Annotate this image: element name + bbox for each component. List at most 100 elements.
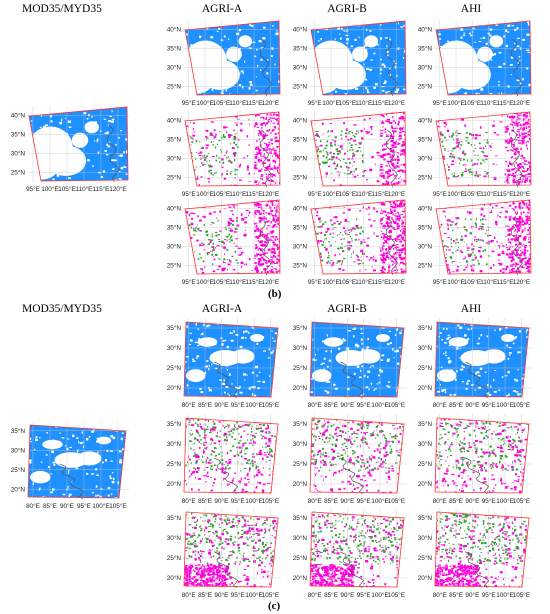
lon-tick-label: 95°E [433, 99, 447, 107]
lat-tick-label: 35°N [167, 324, 182, 332]
lat-tick-label: 25°N [418, 554, 433, 562]
lon-tick-label: 85°E [449, 497, 463, 505]
lon-tick-label: 105°E [388, 591, 405, 599]
lat-tick-label: 30°N [293, 155, 308, 163]
lon-tick-label: 115°E [246, 99, 263, 107]
part-c-agri-b-diff-1: 20°N 25°N 30°N 35°N 80°E 85°E 90°E 95°E 100°E 105… [286, 411, 410, 505]
lon-tick-label: 90°E [340, 497, 354, 505]
lon-tick-label: 120°E [262, 190, 279, 198]
lon-tick-label: 105°E [339, 99, 356, 107]
lon-tick-label: 95°E [357, 591, 371, 599]
lon-tick-label: 90°E [465, 401, 479, 409]
lon-tick-label: 100°E [41, 185, 58, 193]
lon-tick-label: 100°E [496, 497, 513, 505]
lat-tick-label: 25°N [293, 460, 308, 468]
lon-tick-label: 100°E [496, 401, 513, 409]
lon-tick-label: 120°E [513, 190, 530, 198]
part-c-reference-header: MOD35/MYD35 [22, 303, 102, 315]
lat-tick-label: 25°N [418, 262, 433, 270]
lon-tick-label: 90°E [214, 401, 228, 409]
lat-tick-label: 35°N [293, 45, 308, 53]
lon-tick-label: 110°E [229, 278, 246, 286]
lon-tick-label: 110°E [355, 99, 372, 107]
lon-tick-label: 120°E [262, 278, 279, 286]
lon-tick-label: 120°E [513, 99, 530, 107]
lon-tick-label: 80°E [308, 591, 322, 599]
lon-tick-label: 100°E [196, 278, 213, 286]
lon-tick-label: 105°E [513, 401, 530, 409]
part-c-col-header-ahi: AHI [460, 303, 482, 315]
lat-tick-label: 25°N [11, 169, 26, 177]
lon-tick-label: 85°E [43, 502, 57, 510]
lon-tick-label: 110°E [75, 185, 92, 193]
lat-tick-label: 35°N [418, 514, 433, 522]
lon-tick-label: 85°E [324, 497, 338, 505]
part-b-agri-a-cloud-mask: 25°N 30°N 35°N 40°N 95°E 100°E 105°E 110°E 115°E… [160, 17, 284, 107]
lon-tick-label: 85°E [198, 401, 212, 409]
lat-tick-label: 30°N [418, 64, 433, 72]
lat-tick-label: 30°N [293, 440, 308, 448]
lon-tick-label: 105°E [109, 502, 126, 510]
part-b-reference-map: 25°N 30°N 35°N 40°N 95°E 100°E 105°E 110°E 115°E… [4, 103, 132, 193]
part-c-agri-a-cloud-mask: 20°N 25°N 30°N 35°N 80°E 85°E 90°E 95°E 100°E 105… [160, 315, 284, 409]
lat-tick-label: 25°N [293, 262, 308, 270]
lon-tick-label: 100°E [196, 190, 213, 198]
lat-tick-label: 25°N [293, 83, 308, 91]
lon-tick-label: 105°E [213, 278, 230, 286]
lat-tick-label: 40°N [167, 117, 182, 125]
lon-tick-label: 90°E [60, 502, 74, 510]
part-b-col-header-agri-a: AGRI-A [201, 3, 243, 15]
lat-tick-label: 20°N [293, 574, 308, 582]
lat-tick-label: 20°N [418, 384, 433, 392]
lat-tick-label: 25°N [293, 554, 308, 562]
part-b-agri-b-diff-1: 25°N 30°N 35°N 40°N 95°E 100°E 105°E 110°E 115°E… [286, 108, 410, 198]
lon-tick-label: 105°E [339, 190, 356, 198]
lat-tick-label: 40°N [293, 26, 308, 34]
lon-tick-label: 110°E [355, 190, 372, 198]
part-c-label: (c) [268, 600, 281, 612]
lon-tick-label: 110°E [480, 99, 497, 107]
lat-tick-label: 30°N [167, 243, 182, 251]
lon-tick-label: 105°E [262, 497, 279, 505]
lat-tick-label: 25°N [293, 174, 308, 182]
part-c-agri-a-diff-1: 20°N 25°N 30°N 35°N 80°E 85°E 90°E 95°E 100°E 105… [160, 411, 284, 505]
part-b-col-header-ahi: AHI [460, 3, 482, 15]
lat-tick-label: 40°N [418, 26, 433, 34]
lat-tick-label: 25°N [167, 554, 182, 562]
lon-tick-label: 80°E [433, 591, 447, 599]
lon-tick-label: 100°E [196, 99, 213, 107]
lon-tick-label: 105°E [388, 497, 405, 505]
lon-tick-label: 120°E [388, 99, 405, 107]
part-b-agri-b-diff-2: 25°N 30°N 35°N 40°N 95°E 100°E 105°E 110°E 115°E… [286, 196, 410, 286]
lon-tick-label: 100°E [447, 190, 464, 198]
lat-tick-label: 40°N [167, 26, 182, 34]
part-c-agri-a-diff-2: 20°N 25°N 30°N 35°N 80°E 85°E 90°E 95°E 100°E 105… [160, 505, 284, 599]
part-b-agri-b-cloud-mask: 25°N 30°N 35°N 40°N 95°E 100°E 105°E 110°E 115°E… [286, 17, 410, 107]
lon-tick-label: 105°E [388, 401, 405, 409]
lat-tick-label: 30°N [11, 446, 26, 454]
lat-tick-label: 30°N [418, 243, 433, 251]
lon-tick-label: 100°E [371, 401, 388, 409]
lon-tick-label: 90°E [465, 591, 479, 599]
lon-tick-label: 95°E [26, 185, 40, 193]
lat-tick-label: 30°N [418, 534, 433, 542]
lat-tick-label: 35°N [293, 136, 308, 144]
part-c-ahi-diff-1: 20°N 25°N 30°N 35°N 80°E 85°E 90°E 95°E 100°E 105… [411, 411, 535, 505]
lon-tick-label: 85°E [324, 591, 338, 599]
lat-tick-label: 30°N [167, 64, 182, 72]
lon-tick-label: 105°E [513, 497, 530, 505]
lon-tick-label: 105°E [464, 278, 481, 286]
lon-tick-label: 110°E [229, 99, 246, 107]
lon-tick-label: 110°E [355, 278, 372, 286]
lat-tick-label: 25°N [167, 83, 182, 91]
lon-tick-label: 115°E [497, 190, 514, 198]
lon-tick-label: 100°E [371, 591, 388, 599]
lon-tick-label: 105°E [513, 591, 530, 599]
part-c-col-header-agri-a: AGRI-A [201, 303, 243, 315]
lon-tick-label: 115°E [497, 99, 514, 107]
lat-tick-label: 30°N [167, 155, 182, 163]
lon-tick-label: 90°E [340, 591, 354, 599]
lon-tick-label: 85°E [449, 401, 463, 409]
lon-tick-label: 105°E [262, 401, 279, 409]
lat-tick-label: 25°N [167, 460, 182, 468]
